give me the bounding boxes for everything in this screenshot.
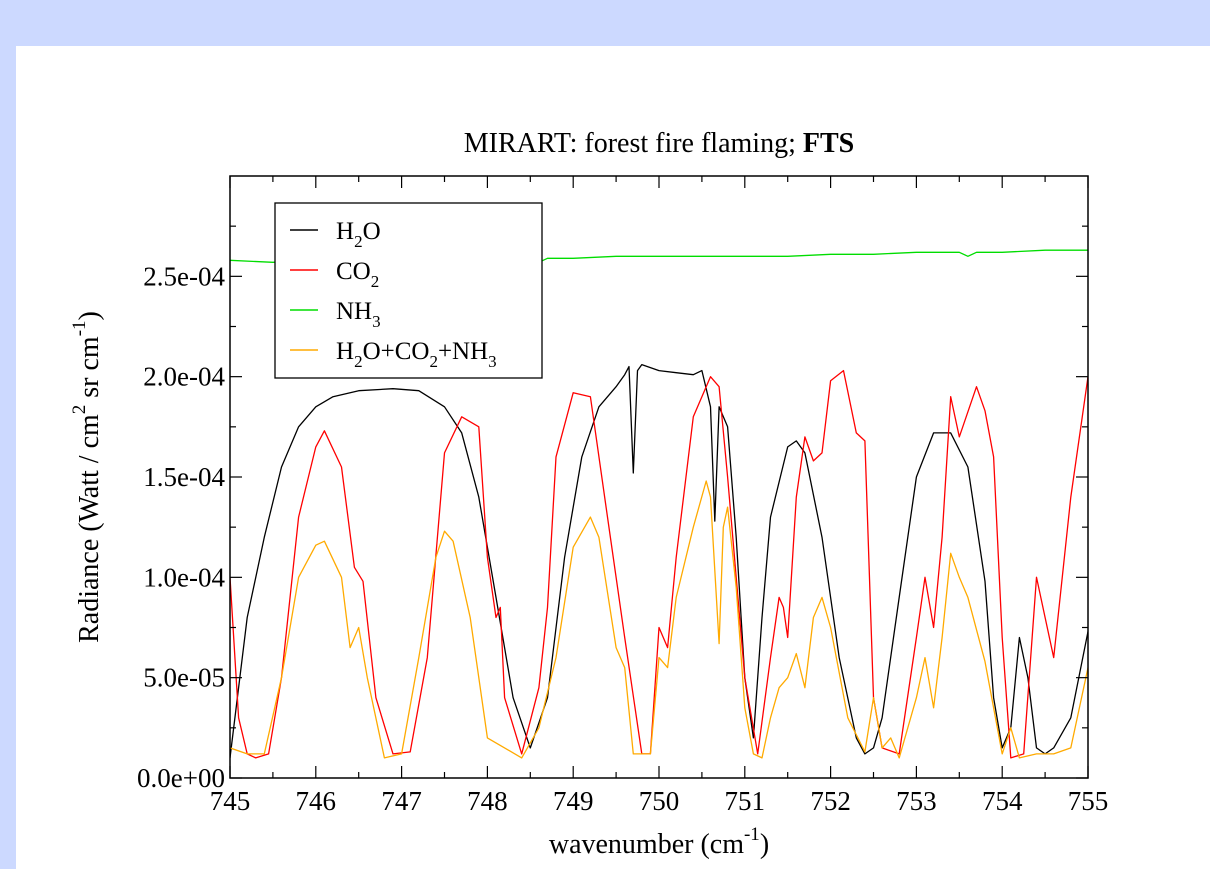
- legend-label-1: CO2: [336, 258, 379, 291]
- x-tick-label: 745: [210, 786, 251, 816]
- chart-canvas: 745 746 747 748 749 750 751 752 753 754 755 0.0e+00…: [16, 46, 1210, 869]
- legend: H2O CO2 NH3 H2O+CO2+NH3: [274, 202, 543, 379]
- series-line-0: [230, 363, 1088, 758]
- y-tick-label: 1.5e-04: [143, 462, 225, 492]
- x-tick-label: 754: [982, 786, 1023, 816]
- y-tick-label: 5.0e-05: [143, 663, 225, 693]
- series-line-3: [230, 480, 1088, 759]
- x-tick-label: 750: [639, 786, 680, 816]
- x-tick-label: 749: [553, 786, 594, 816]
- legend-box: [274, 202, 543, 379]
- x-tick-label: 753: [896, 786, 937, 816]
- series-line-1: [230, 369, 1088, 759]
- y-tick-label: 1.0e-04: [143, 562, 225, 592]
- y-tick-label: 0.0e+00: [137, 763, 225, 793]
- legend-label-0: H2O: [336, 218, 381, 251]
- x-tick-label: 755: [1068, 786, 1109, 816]
- y-tick-label: 2.5e-04: [143, 261, 225, 291]
- x-tick-label: 746: [296, 786, 337, 816]
- legend-label-2: NH3: [336, 298, 381, 331]
- x-axis-label: wavenumber (cm-1): [549, 824, 769, 860]
- y-tick-label: 2.0e-04: [143, 362, 225, 392]
- chart-title: MIRART: forest fire flaming; FTS: [464, 128, 854, 159]
- line-chart: 745 746 747 748 749 750 751 752 753 754 755 0.0e+00…: [69, 128, 1109, 860]
- x-tick-label: 751: [725, 786, 766, 816]
- x-tick-label: 748: [467, 786, 508, 816]
- x-tick-label: 752: [810, 786, 851, 816]
- legend-label-3: H2O+CO2+NH3: [336, 338, 497, 371]
- y-axis-label: Radiance (Watt / cm2 sr cm-1): [69, 311, 105, 643]
- x-tick-label: 747: [381, 786, 422, 816]
